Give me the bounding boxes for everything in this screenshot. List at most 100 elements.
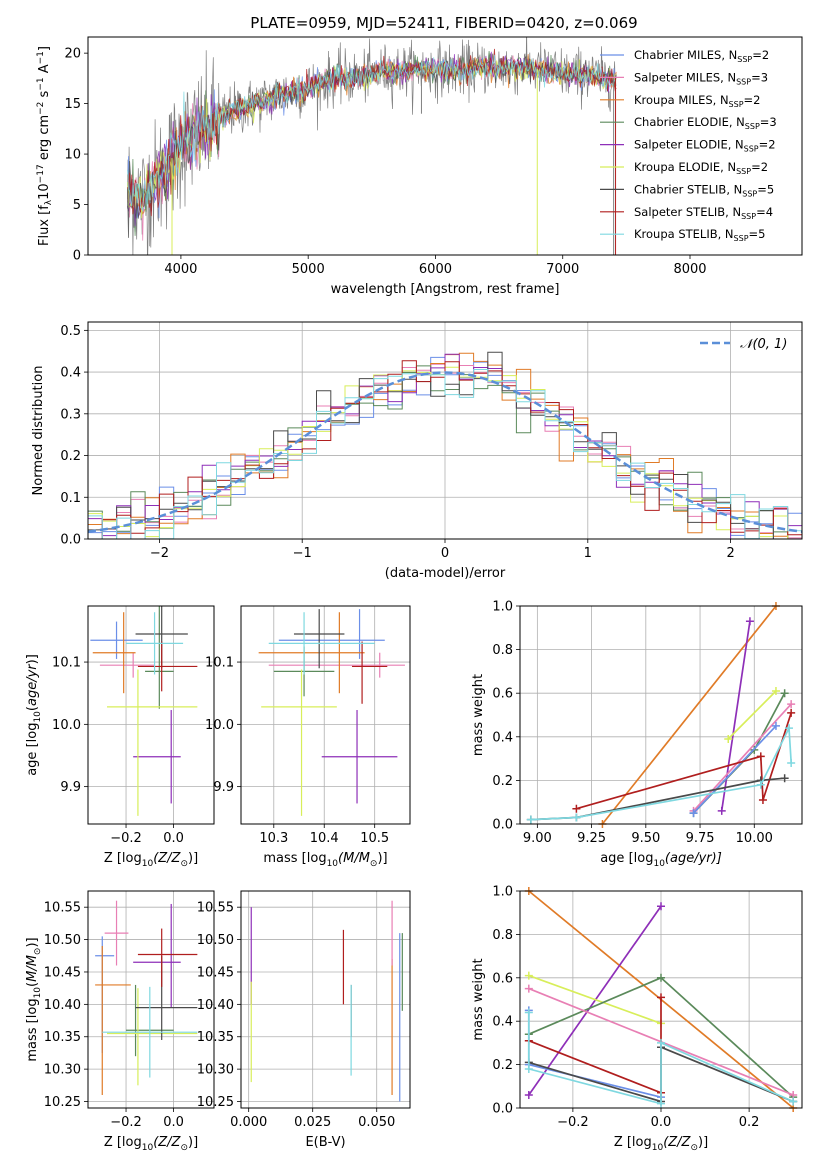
weight_vs_age-ytick-label: 1.0 [492,600,513,615]
legend-label-kroupa-stelib: Kroupa STELIB, NSSP=5 [634,227,765,243]
legend-label-base: Salpeter STELIB, N [634,205,741,219]
residuals-xtick-label: 1 [584,546,592,561]
age_vs_mass-xlabel-part: 10 [327,859,339,869]
weight-marker-chabrier-miles [689,809,698,818]
residuals-ylabel: Normed distribution [31,366,46,496]
residuals-frame [87,321,803,540]
weight-marker-chabrier-stelib [780,774,789,783]
residuals-ytick-label: 0.0 [60,533,81,548]
mass_vs_Z-xlabel-part: 10 [142,1143,154,1153]
mass_vs_Z-ytick-label: 10.45 [44,965,81,980]
weight-line-salpeter-stelib [576,712,793,810]
spectrum-ylabel-part: λ [44,199,54,205]
spectrum-xtick-label: 7000 [546,262,579,277]
residuals-ytick-label: 0.3 [60,407,81,422]
age_vs_Z-ylabel-part: ( [25,706,40,711]
mass_vs_Z-xlabel-part: ⊙ [180,1143,188,1153]
legend-label-base: Salpeter MILES, N [634,70,736,84]
weight_vs_Z-xlabel-part: Z [log [614,1135,652,1150]
mass_vs_Z-xtick-label: −0.2 [110,1115,142,1130]
mass_vs_Z-xlabel-part: (Z/Z [153,1135,181,1150]
legend-label-base: Chabrier MILES, N [634,48,737,62]
weight_vs_Z-ytick-label: 1.0 [492,885,513,900]
age_vs_Z-ylabel: age [log10(age/yr)] [25,654,43,776]
spectrum-ylabel-part: erg cm [37,115,52,164]
legend-label-salpeter-stelib: Salpeter STELIB, NSSP=4 [634,205,773,221]
weight_vs_Z-xtick-label: 0.0 [651,1115,672,1130]
weight-marker-chabrier-elodie [780,689,789,698]
legend-label-chabrier-miles: Chabrier MILES, NSSP=2 [634,48,769,64]
age_vs_mass-panel: 10.3 10.4 10.5 9.9 10.0 10.1 mass [log10(M/M⊙)… [205,605,411,869]
weight-marker-salpeter-elodie [717,806,726,815]
legend-label-sub: SSP [741,212,756,221]
legend-label-tail: =3 [760,115,777,129]
mass_vs_EBV-ytick-label: 10.55 [197,901,234,916]
age_vs_Z-xlabel-part: ⊙ [180,859,188,869]
weight_vs_Z-ytick-label: 0.4 [492,1015,513,1030]
mass_vs_EBV-ytick-label: 10.30 [197,1063,234,1078]
weight_vs_age-ytick-label: 0.2 [492,774,513,789]
weight-marker-salpeter-stelib [758,796,767,805]
mass_vs_Z-ytick-label: 10.25 [44,1095,81,1110]
mass_vs_EBV-ytick-label: 10.35 [197,1030,234,1045]
legend-label-salpeter-elodie: Salpeter ELODIE, NSSP=2 [634,138,776,154]
spectrum-ylabel-part: −1 [36,77,46,90]
age_vs_Z-frame [87,605,215,825]
age_vs_Z-plot-area [90,606,198,816]
legend-label-tail: =2 [759,138,776,152]
age_vs_Z-xtick-label: −0.2 [110,831,142,846]
weight-marker-kroupa-stelib [524,1008,533,1017]
mass_vs_EBV-panel: 0.000 0.025 0.050 10.25 10.30 10.35 10.40 10.45… [197,890,411,1150]
mass_vs_Z-frame [87,890,215,1109]
mass_vs_EBV-xtick-label: 0.000 [230,1115,267,1130]
mass_vs_Z-xlabel: Z [log10(Z/Z⊙)] [104,1135,198,1153]
weight_vs_age-xtick-label: 10.00 [736,831,773,846]
weight_vs_Z-xlabel-part: (Z/Z [663,1135,691,1150]
weight-marker-salpeter-elodie [524,1090,533,1099]
mass_vs_EBV-frame [240,890,411,1109]
spectrum-ylabel-part: ] [37,46,52,51]
weight-line-kroupa-elodie [528,974,662,1025]
weight_vs_age-xtick-label: 9.00 [523,831,552,846]
legend-label-sub: SSP [734,234,749,243]
weight-marker-salpeter-stelib [756,752,765,761]
spectrum-frame [87,36,803,256]
mass_vs_Z-xlabel-part: Z [log [104,1135,142,1150]
mass_vs_Z-panel: −0.2 0.0 10.25 10.30 10.35 10.40 10.45 10.50 10.… [25,890,215,1153]
residuals-xtick-label: 2 [726,546,734,561]
spectrum-ytick-label: 20 [64,47,81,62]
weight_vs_Z-ytick-label: 0.6 [492,971,513,986]
weight_vs_Z-xtick-label: 0.2 [739,1115,760,1130]
weight-marker-salpeter-elodie [657,902,665,911]
mass_vs_EBV-ytick-label: 10.50 [197,933,234,948]
figure-title: PLATE=0959, MJD=52411, FIBERID=0420, z=0… [250,14,637,32]
weight-marker-kroupa-stelib [657,1099,665,1108]
weight-line-chabrier-miles [692,725,777,814]
spectrum-xtick-label: 4000 [164,262,197,277]
weight_vs_age-xlabel-part: 10 [653,859,665,869]
weight_vs_age-plot-area [526,602,796,828]
age_vs_Z-ylabel-part: age [log [25,723,40,776]
weight-marker-salpeter-miles [787,700,796,709]
weight-marker-kroupa-stelib [524,1064,533,1073]
weight_vs_age-xlabel-part: (age/yr)] [665,851,722,866]
mass_vs_Z-ylabel-part: ( [25,982,40,987]
age_vs_mass-ytick-label: 10.0 [205,718,234,733]
legend-label-kroupa-elodie: Kroupa ELODIE, NSSP=2 [634,160,768,176]
legend-label-base: Chabrier ELODIE, N [634,115,745,129]
weight_vs_Z-xlabel-part: )] [698,1135,708,1150]
weight_vs_Z-xlabel: Z [log10(Z/Z⊙)] [614,1135,708,1153]
age_vs_Z-ytick-label: 10.1 [52,656,81,671]
mass_vs_Z-xlabel-part: )] [188,1135,198,1150]
weight-marker-kroupa-elodie [524,971,533,980]
mass_vs_Z-ytick-label: 10.50 [44,933,81,948]
legend-label-salpeter-miles: Salpeter MILES, NSSP=3 [634,70,768,86]
mass_vs_EBV-plot-area [250,900,403,1102]
legend-label-chabrier-elodie: Chabrier ELODIE, NSSP=3 [634,115,777,131]
mass_vs_Z-ylabel-part: )] [25,937,40,947]
weight-marker-kroupa-elodie [771,687,780,696]
weight_vs_Z-xtick-label: −0.2 [557,1115,589,1130]
age_vs_mass-xtick-label: 10.3 [259,831,288,846]
mass_vs_EBV-ytick-label: 10.40 [197,998,234,1013]
mass_vs_Z-ytick-label: 10.55 [44,901,81,916]
